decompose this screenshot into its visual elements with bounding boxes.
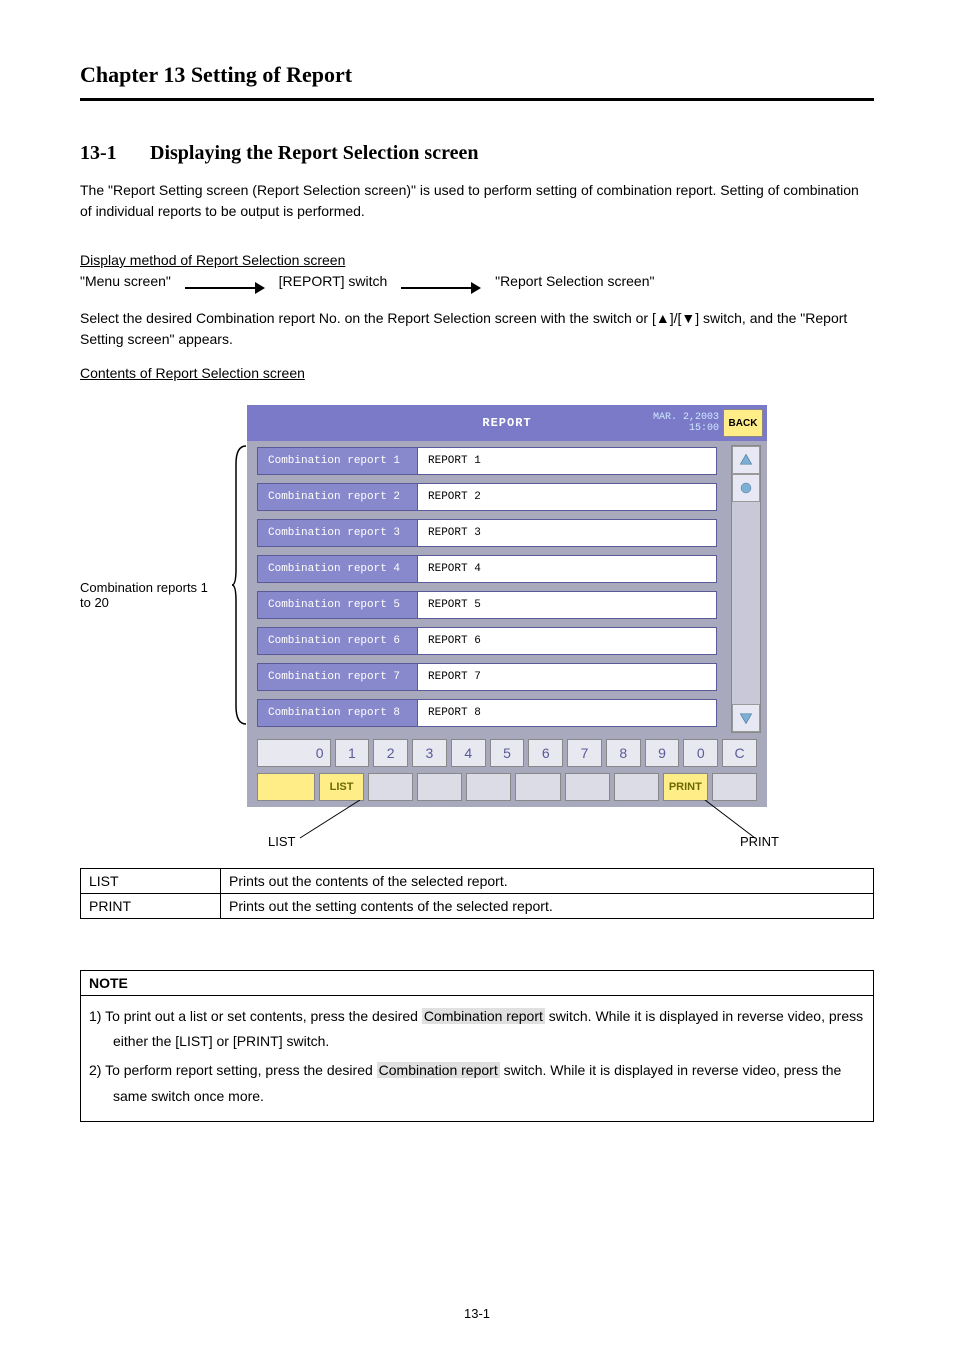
blank-key: [466, 773, 511, 801]
combination-report-label: Combination report 5: [257, 591, 417, 619]
screenshot-header: REPORT MAR. 2,2003 15:00 BACK: [247, 405, 767, 441]
combination-report-value: REPORT 1: [417, 447, 717, 475]
numkey-4[interactable]: 4: [451, 739, 486, 767]
list-button[interactable]: LIST: [319, 773, 364, 801]
flow-step-3: "Report Selection screen": [495, 273, 654, 289]
combination-report-row[interactable]: Combination report 6 REPORT 6: [257, 627, 717, 655]
combination-report-value: REPORT 4: [417, 555, 717, 583]
scroll-thumb[interactable]: [732, 474, 760, 502]
screenshot-datetime: MAR. 2,2003 15:00: [653, 412, 719, 434]
blank-key: [565, 773, 610, 801]
numkey-8[interactable]: 8: [606, 739, 641, 767]
note-item-1: 1) To print out a list or set contents, …: [89, 1004, 865, 1054]
screenshot-body: Combination report 1 REPORT 1 Combinatio…: [247, 441, 767, 737]
combination-report-label: Combination report 6: [257, 627, 417, 655]
callout-line-icon: [290, 800, 370, 840]
numkey-7[interactable]: 7: [567, 739, 602, 767]
numkey-9[interactable]: 9: [645, 739, 680, 767]
combination-report-value: REPORT 2: [417, 483, 717, 511]
combination-report-label: Combination report 4: [257, 555, 417, 583]
numkey-1[interactable]: 1: [335, 739, 370, 767]
blank-button[interactable]: [257, 773, 315, 801]
bottom-toolbar: LIST PRINT: [257, 773, 757, 801]
combination-report-label: Combination report 8: [257, 699, 417, 727]
scroll-down-button[interactable]: [732, 704, 760, 732]
page-number: 13-1: [464, 1306, 490, 1321]
scroll-track[interactable]: [732, 502, 760, 704]
combination-report-value: REPORT 7: [417, 663, 717, 691]
key-cell: PRINT: [81, 894, 221, 919]
sub2-label: Contents of Report Selection screen: [80, 365, 305, 381]
combination-report-label: Combination report 2: [257, 483, 417, 511]
combination-report-value: REPORT 3: [417, 519, 717, 547]
flow-step-2: [REPORT] switch: [279, 273, 388, 289]
navigation-flow: "Menu screen" [REPORT] switch "Report Se…: [80, 272, 720, 289]
combination-report-label: Combination report 1: [257, 447, 417, 475]
flow-step-1: "Menu screen": [80, 273, 171, 289]
combination-report-row[interactable]: Combination report 5 REPORT 5: [257, 591, 717, 619]
callout-reports: Combination reports 1 to 20: [80, 580, 220, 610]
note-item-2: 2) To perform report setting, press the …: [89, 1058, 865, 1108]
report-selection-screenshot: REPORT MAR. 2,2003 15:00 BACK Combinatio…: [247, 405, 767, 807]
title-divider: [80, 98, 874, 101]
blank-key: [515, 773, 560, 801]
key-description-table: LIST Prints out the contents of the sele…: [80, 868, 874, 919]
desc-cell: Prints out the contents of the selected …: [221, 869, 874, 894]
combination-report-row[interactable]: Combination report 4 REPORT 4: [257, 555, 717, 583]
desc-cell: Prints out the setting contents of the s…: [221, 894, 874, 919]
note-body: 1) To print out a list or set contents, …: [81, 996, 873, 1121]
combination-report-row[interactable]: Combination report 1 REPORT 1: [257, 447, 717, 475]
blank-key: [368, 773, 413, 801]
numeric-keypad: 0 1 2 3 4 5 6 7 8 9 0 C: [257, 739, 757, 767]
combination-report-label: Combination report 7: [257, 663, 417, 691]
section-title: Displaying the Report Selection screen: [150, 142, 479, 165]
combination-report-label: Combination report 3: [257, 519, 417, 547]
section-number: 13-1: [80, 142, 117, 165]
scroll-up-button[interactable]: [732, 446, 760, 474]
note1-before: 1) To print out a list or set contents, …: [89, 1008, 422, 1024]
sub1-label: Display method of Report Selection scree…: [80, 252, 345, 268]
numkey-6[interactable]: 6: [528, 739, 563, 767]
datetime-date: MAR. 2,2003: [653, 412, 719, 423]
numkey-display: 0: [257, 739, 331, 767]
brace-icon: [232, 444, 248, 726]
page-title: Chapter 13 Setting of Report: [80, 62, 352, 88]
numkey-2[interactable]: 2: [373, 739, 408, 767]
key-cell: LIST: [81, 869, 221, 894]
note2-report-highlight: Combination report: [377, 1062, 500, 1078]
table-row: PRINT Prints out the setting contents of…: [81, 894, 874, 919]
combination-report-value: REPORT 8: [417, 699, 717, 727]
numkey-5[interactable]: 5: [490, 739, 525, 767]
combination-report-value: REPORT 6: [417, 627, 717, 655]
blank-key: [712, 773, 757, 801]
numkey-3[interactable]: 3: [412, 739, 447, 767]
screenshot-title: REPORT: [482, 416, 531, 430]
combination-report-value: REPORT 5: [417, 591, 717, 619]
numkey-0[interactable]: 0: [683, 739, 718, 767]
blank-key: [614, 773, 659, 801]
scrollbar[interactable]: [731, 445, 761, 733]
intro-paragraph: The "Report Setting screen (Report Selec…: [80, 180, 860, 222]
combination-report-row[interactable]: Combination report 3 REPORT 3: [257, 519, 717, 547]
print-button[interactable]: PRINT: [663, 773, 708, 801]
note-box: NOTE 1) To print out a list or set conte…: [80, 970, 874, 1122]
sub1-paragraph: Select the desired Combination report No…: [80, 308, 860, 350]
blank-key: [417, 773, 462, 801]
combination-report-row[interactable]: Combination report 2 REPORT 2: [257, 483, 717, 511]
note-header: NOTE: [81, 971, 873, 996]
back-button[interactable]: BACK: [723, 409, 763, 437]
numkey-c[interactable]: C: [722, 739, 757, 767]
note1-report-highlight: Combination report: [422, 1008, 545, 1024]
combination-report-row[interactable]: Combination report 7 REPORT 7: [257, 663, 717, 691]
datetime-time: 15:00: [653, 423, 719, 434]
combination-report-row[interactable]: Combination report 8 REPORT 8: [257, 699, 717, 727]
note2-before: 2) To perform report setting, press the …: [89, 1062, 377, 1078]
callout-print: PRINT: [740, 834, 779, 849]
callout-list: LIST: [268, 834, 295, 849]
table-row: LIST Prints out the contents of the sele…: [81, 869, 874, 894]
